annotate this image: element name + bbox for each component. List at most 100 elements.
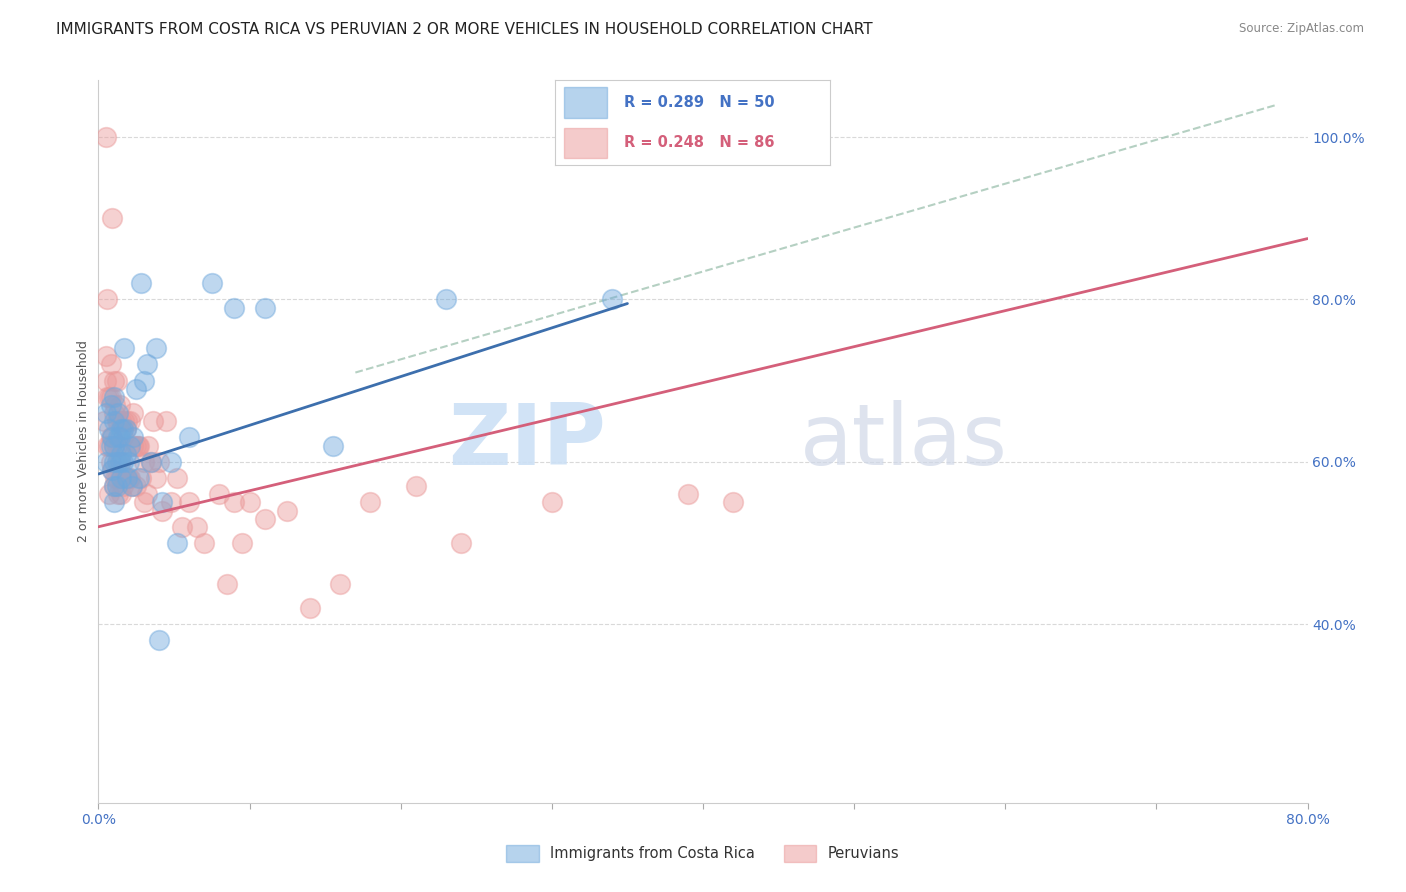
Point — [101, 430, 124, 444]
Point — [120, 439, 142, 453]
Point — [166, 471, 188, 485]
Point — [148, 633, 170, 648]
Point — [142, 414, 165, 428]
Bar — [564, 128, 607, 158]
Point — [114, 422, 136, 436]
Point — [110, 471, 132, 485]
Point — [145, 341, 167, 355]
Point — [141, 455, 163, 469]
Point — [132, 455, 155, 469]
Point — [115, 414, 138, 428]
Point — [110, 455, 132, 469]
Point — [98, 422, 121, 436]
Point — [96, 293, 118, 307]
Point — [105, 414, 128, 428]
Point — [155, 414, 177, 428]
Point — [125, 479, 148, 493]
Point — [405, 479, 427, 493]
Point — [100, 439, 122, 453]
Point — [150, 503, 173, 517]
Point — [224, 495, 246, 509]
Point — [110, 422, 132, 436]
Point — [103, 479, 125, 493]
Point — [118, 471, 141, 485]
Point — [450, 536, 472, 550]
Point — [103, 374, 125, 388]
Point — [107, 414, 129, 428]
Point — [141, 455, 163, 469]
Point — [111, 422, 134, 436]
Point — [276, 503, 298, 517]
Point — [103, 439, 125, 453]
Point — [100, 430, 122, 444]
Point — [103, 439, 125, 453]
Point — [108, 439, 131, 453]
Point — [114, 447, 136, 461]
Point — [120, 471, 142, 485]
Point — [104, 398, 127, 412]
Point — [103, 479, 125, 493]
Point — [105, 439, 128, 453]
Point — [179, 495, 201, 509]
Point — [160, 455, 183, 469]
Point — [129, 471, 152, 485]
Point — [723, 495, 745, 509]
Point — [253, 301, 276, 315]
Point — [111, 455, 134, 469]
Point — [94, 455, 117, 469]
Point — [108, 455, 131, 469]
Point — [101, 463, 124, 477]
Point — [115, 471, 138, 485]
Point — [108, 398, 131, 412]
Point — [215, 576, 238, 591]
Point — [121, 479, 143, 493]
Point — [179, 430, 201, 444]
Point — [602, 293, 624, 307]
Point — [100, 455, 122, 469]
Point — [107, 487, 129, 501]
Y-axis label: 2 or more Vehicles in Household: 2 or more Vehicles in Household — [77, 341, 90, 542]
Point — [166, 536, 188, 550]
Point — [94, 130, 117, 145]
Point — [110, 414, 132, 428]
Point — [94, 349, 117, 363]
Point — [112, 341, 135, 355]
Point — [110, 487, 132, 501]
Point — [170, 520, 193, 534]
Point — [120, 414, 142, 428]
Point — [105, 471, 128, 485]
Text: atlas: atlas — [800, 400, 1008, 483]
Point — [135, 487, 157, 501]
Point — [125, 439, 148, 453]
Point — [322, 439, 344, 453]
Point — [108, 430, 131, 444]
Point — [93, 414, 115, 428]
Point — [118, 455, 141, 469]
Point — [103, 406, 125, 420]
Point — [114, 422, 136, 436]
Point — [132, 495, 155, 509]
Point — [96, 439, 118, 453]
Point — [125, 382, 148, 396]
Point — [122, 406, 145, 420]
Point — [112, 414, 135, 428]
Point — [110, 447, 132, 461]
Point — [103, 455, 125, 469]
Point — [101, 463, 124, 477]
Point — [135, 358, 157, 372]
Point — [128, 471, 150, 485]
Point — [101, 211, 124, 226]
Point — [129, 277, 152, 291]
Legend: Immigrants from Costa Rica, Peruvians: Immigrants from Costa Rica, Peruvians — [501, 839, 905, 868]
Point — [253, 511, 276, 525]
Point — [121, 479, 143, 493]
Point — [132, 374, 155, 388]
Point — [122, 439, 145, 453]
Point — [239, 495, 262, 509]
Point — [98, 439, 121, 453]
Point — [145, 471, 167, 485]
Point — [94, 374, 117, 388]
Point — [100, 358, 122, 372]
Point — [103, 390, 125, 404]
Point — [112, 471, 135, 485]
